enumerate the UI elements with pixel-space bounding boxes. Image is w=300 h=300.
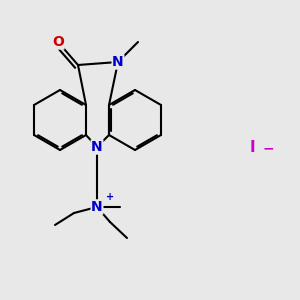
Text: N: N (91, 140, 103, 154)
Text: I: I (249, 140, 255, 155)
Text: −: − (262, 141, 274, 155)
Text: N: N (91, 200, 103, 214)
Text: N: N (112, 55, 124, 69)
Text: O: O (52, 35, 64, 49)
Text: +: + (106, 191, 115, 202)
